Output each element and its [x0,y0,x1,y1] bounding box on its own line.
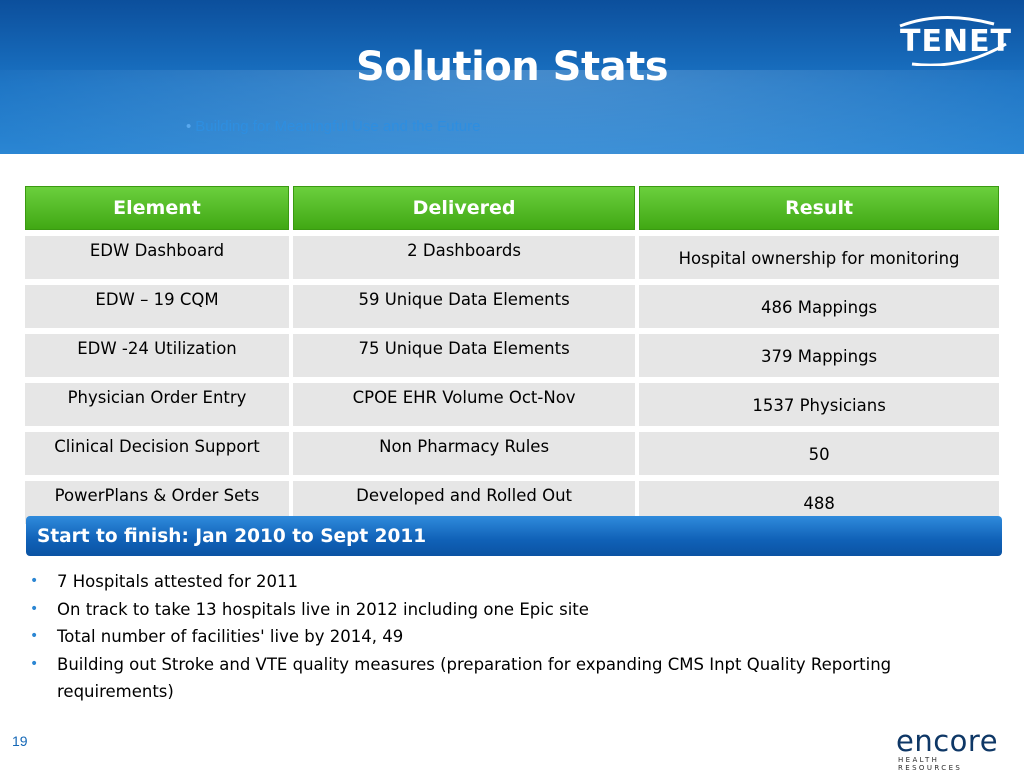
header-bullet: • Building for Meaningful Use and the Fut… [186,118,480,135]
list-item-text: Building out Stroke and VTE quality meas… [57,654,892,702]
table-cell: Physician Order Entry [25,383,289,426]
bullet-list: • 7 Hospitals attested for 2011 • On track… [30,568,930,706]
table-row: EDW Dashboard 2 Dashboards Hospital owne… [25,236,999,279]
encore-logo-tagline: HEALTH RESOURCES [898,756,963,772]
table-row: Clinical Decision Support Non Pharmacy R… [25,432,999,475]
tenet-logo: TENET [882,14,1013,66]
bullet-icon: • [30,628,39,644]
table-cell: 486 Mappings [639,285,999,328]
table-cell: CPOE EHR Volume Oct-Nov [292,383,636,426]
table-cell: 59 Unique Data Elements [292,285,636,328]
column-header-result: Result [639,186,999,230]
table-header-row: Element Delivered Result [25,186,999,230]
table-cell: 2 Dashboards [292,236,636,279]
bullet-dot-icon: • [186,118,192,135]
list-item-text: Total number of facilities' live by 2014… [57,627,404,646]
table-cell: Non Pharmacy Rules [292,432,636,475]
solution-stats-table: Element Delivered Result EDW Dashboard 2… [21,180,1003,530]
header-bullet-text: Building for Meaningful Use and the Futu… [195,118,481,135]
table-cell: EDW Dashboard [25,236,289,279]
page-number: 19 [12,733,28,749]
slide-header: Solution Stats • Building for Meaningful … [0,0,1024,154]
column-header-delivered: Delivered [292,186,636,230]
list-item: • Total number of facilities' live by 201… [30,623,930,651]
encore-logo: encore HEALTH RESOURCES [896,724,1006,772]
table-cell: 379 Mappings [639,334,999,377]
table-cell: Hospital ownership for monitoring [639,236,999,279]
timeline-band: Start to finish: Jan 2010 to Sept 2011 [26,516,1002,556]
table-cell: EDW -24 Utilization [25,334,289,377]
list-item: • 7 Hospitals attested for 2011 [30,568,930,596]
encore-logo-word: encore [896,724,999,758]
list-item-text: On track to take 13 hospitals live in 20… [57,599,589,619]
bullet-icon: • [30,573,39,589]
table-cell: EDW – 19 CQM [25,285,289,328]
bullet-icon: • [30,600,39,617]
slide-title: Solution Stats [355,44,669,90]
list-item-text: 7 Hospitals attested for 2011 [57,572,298,591]
table-row: EDW -24 Utilization 75 Unique Data Eleme… [25,334,999,377]
tenet-logo-word: TENET [900,24,1013,59]
table-cell: 50 [639,432,999,475]
list-item: • On track to take 13 hospitals live in 2… [30,596,930,624]
table-row: Physician Order Entry CPOE EHR Volume Oc… [25,383,999,426]
table-cell: 75 Unique Data Elements [292,334,636,377]
table-cell: 1537 Physicians [639,383,999,426]
table-row: EDW – 19 CQM 59 Unique Data Elements 486… [25,285,999,328]
tenet-logo-swoosh-icon [899,16,1007,66]
list-item: • Building out Stroke and VTE quality mea… [30,651,930,706]
column-header-element: Element [25,186,289,230]
header-shine [0,70,1024,154]
bullet-icon: • [30,655,39,672]
table-cell: Clinical Decision Support [25,432,289,475]
